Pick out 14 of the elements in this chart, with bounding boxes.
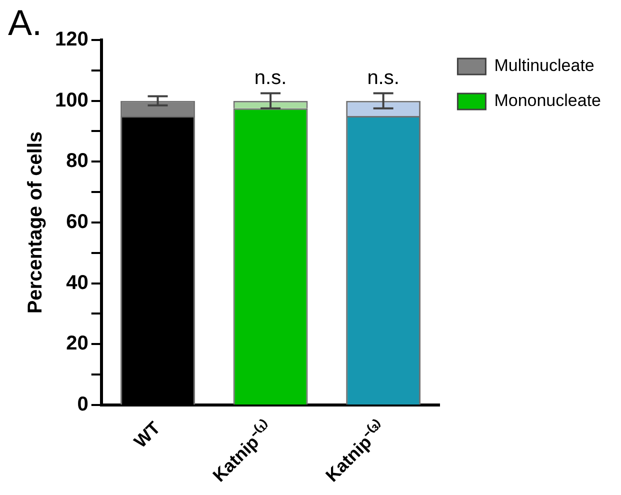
y-tick-label: 40 xyxy=(66,272,88,294)
y-tick-label: 0 xyxy=(77,394,88,416)
legend-label: Multinucleate xyxy=(494,56,594,76)
y-tick-label: 120 xyxy=(54,28,88,51)
y-axis-title: Percentage of cells xyxy=(24,131,47,314)
y-tick-label: 20 xyxy=(66,332,88,355)
y-tick-label: 80 xyxy=(66,150,88,172)
legend-label: Mononucleate xyxy=(494,91,602,110)
x-tick-label: WT xyxy=(130,418,164,452)
y-tick-label: 100 xyxy=(54,89,88,112)
y-tick-label: 60 xyxy=(66,211,88,234)
annotation: n.s. xyxy=(367,67,400,90)
annotation: n.s. xyxy=(254,67,287,90)
chart-title: A. xyxy=(8,2,42,44)
